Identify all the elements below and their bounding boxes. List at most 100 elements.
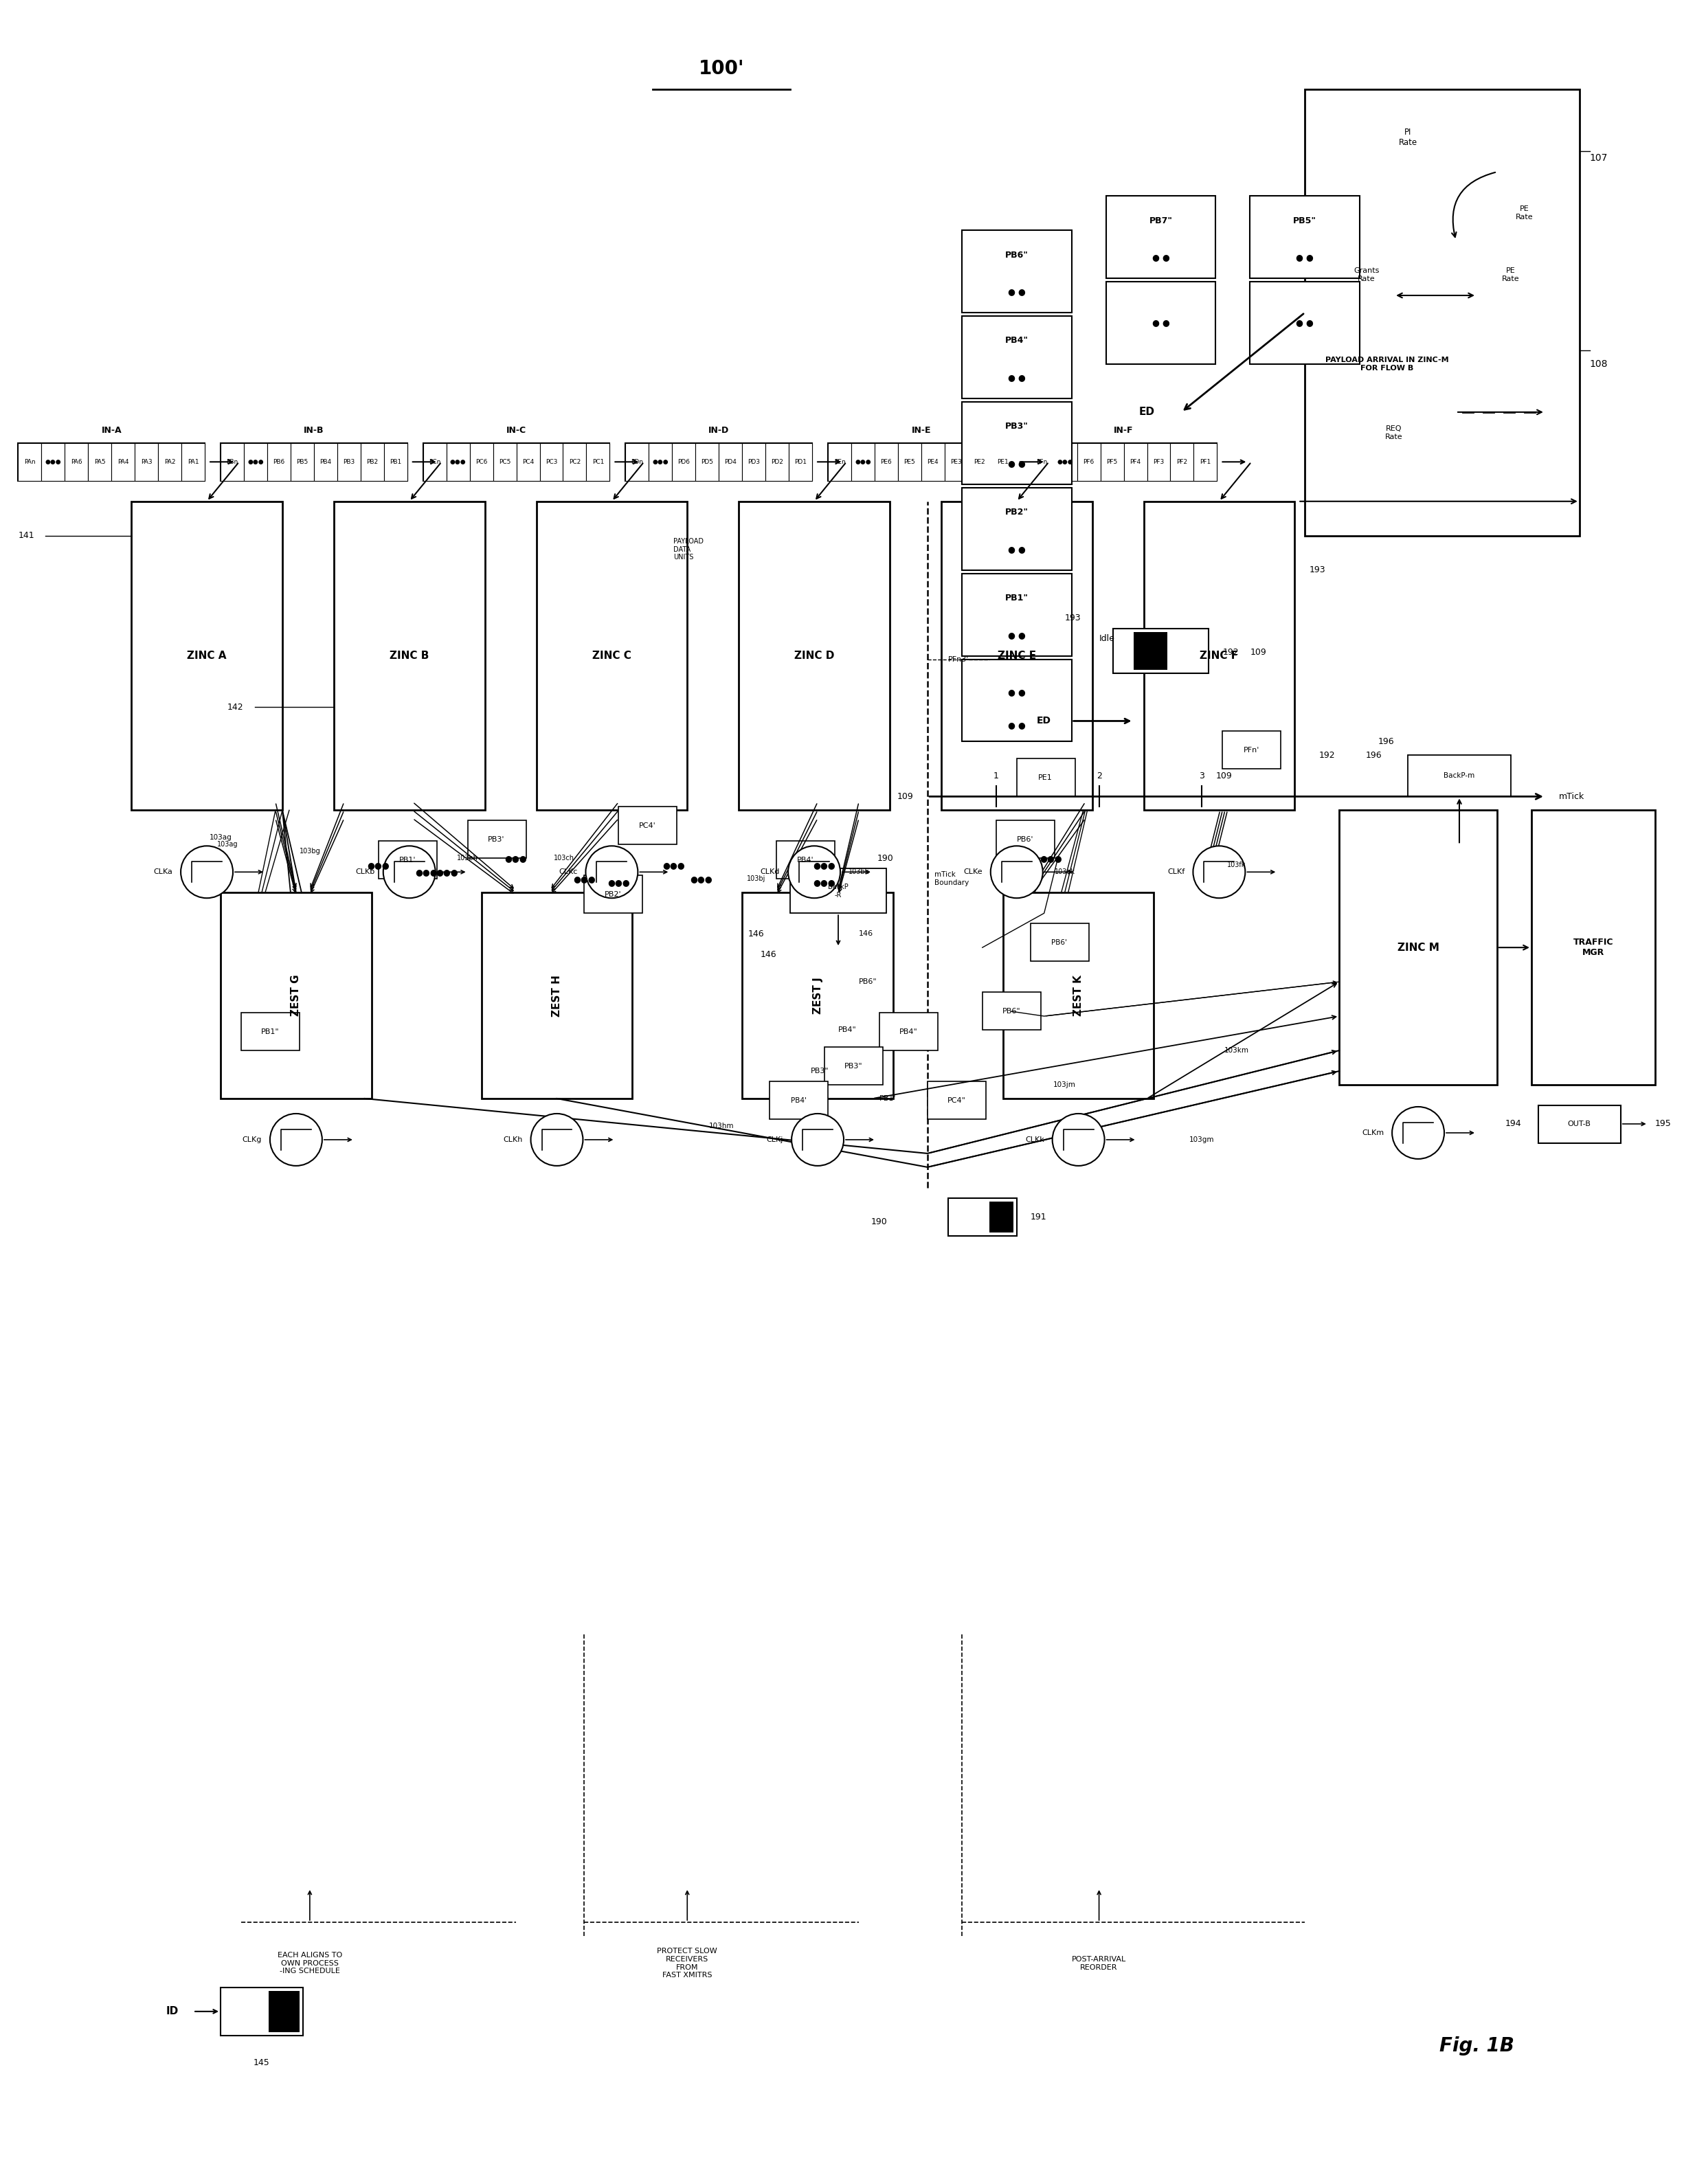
Text: PB4": PB4" [839, 1026, 856, 1033]
Bar [586, 443, 610, 480]
Circle shape [1392, 1107, 1444, 1160]
Text: 193: 193 [1309, 566, 1325, 574]
Text: PB7": PB7" [1149, 216, 1173, 225]
Text: PB3": PB3" [810, 1068, 829, 1075]
Text: PA4: PA4 [117, 459, 129, 465]
Text: 2: 2 [1097, 771, 1102, 780]
Bar [827, 443, 1015, 480]
Text: ZINC E: ZINC E [997, 651, 1036, 662]
Text: 103bh: 103bh [458, 854, 478, 863]
Bar [941, 502, 1092, 810]
Text: CLKj: CLKj [766, 1136, 783, 1142]
Bar [1076, 443, 1100, 480]
Bar [927, 1081, 986, 1118]
Text: PB4: PB4 [320, 459, 332, 465]
Text: ●●●: ●●● [653, 459, 668, 465]
Text: ●●●: ●●● [573, 874, 595, 882]
Bar [88, 443, 112, 480]
Bar [424, 443, 446, 480]
Text: PCn: PCn [429, 459, 441, 465]
Bar [446, 443, 470, 480]
Text: 146: 146 [761, 950, 776, 959]
Text: 196: 196 [1366, 751, 1381, 760]
Text: PB5: PB5 [297, 459, 308, 465]
Bar [968, 443, 992, 480]
Text: 191: 191 [1031, 1212, 1046, 1221]
Text: CLKb: CLKb [356, 869, 375, 876]
Bar [220, 443, 244, 480]
Text: TRAFFIC
MGR: TRAFFIC MGR [1573, 937, 1614, 957]
Text: Fig. 1B: Fig. 1B [1439, 2035, 1514, 2055]
Bar [997, 821, 1054, 858]
Text: PF6: PF6 [1083, 459, 1095, 465]
Text: ● ●: ● ● [1009, 373, 1025, 382]
Text: 141: 141 [19, 531, 34, 539]
Text: ● ●: ● ● [1009, 721, 1025, 729]
Text: IN-D: IN-D [709, 426, 729, 435]
Text: ZEST H: ZEST H [551, 974, 563, 1016]
Bar [824, 1046, 883, 1085]
Bar [220, 443, 407, 480]
Bar [695, 443, 719, 480]
Text: PB2': PB2' [605, 891, 622, 898]
Bar [517, 443, 539, 480]
Text: PB4": PB4" [898, 1029, 917, 1035]
Circle shape [383, 845, 436, 898]
Bar [739, 502, 890, 810]
Text: ●●●: ●●● [814, 860, 836, 869]
Text: IN-F: IN-F [1114, 426, 1134, 435]
Text: ● ●: ● ● [1009, 546, 1025, 555]
Text: PB4": PB4" [1005, 336, 1029, 345]
Text: ● ●: ● ● [1009, 288, 1025, 297]
Text: ● ●: ● ● [1153, 319, 1170, 328]
Text: PE1: PE1 [1039, 775, 1053, 782]
Bar [585, 876, 642, 913]
Bar [1031, 443, 1054, 480]
Text: 145: 145 [254, 2060, 270, 2068]
Text: CLKd: CLKd [761, 869, 780, 876]
Text: PB2": PB2" [1005, 509, 1029, 518]
Bar [851, 443, 875, 480]
Bar [1409, 756, 1510, 797]
Text: PF2: PF2 [1176, 459, 1188, 465]
Text: ●●●: ●●● [854, 459, 871, 465]
Bar [790, 869, 886, 913]
Bar [136, 443, 158, 480]
Bar [961, 317, 1071, 397]
Text: CLKk: CLKk [1025, 1136, 1044, 1142]
Bar [19, 443, 205, 480]
Text: PF5: PF5 [1107, 459, 1117, 465]
Bar [131, 502, 283, 810]
Text: PF1: PF1 [1200, 459, 1210, 465]
Text: PE
Rate: PE Rate [1502, 266, 1520, 282]
Text: PE3: PE3 [951, 459, 963, 465]
Bar [539, 443, 563, 480]
Text: PB2: PB2 [366, 459, 378, 465]
Text: Grants
Rate: Grants Rate [1354, 266, 1380, 282]
Text: 103ag: 103ag [217, 841, 237, 847]
Bar [1148, 443, 1171, 480]
Bar [1100, 443, 1124, 480]
Text: PB1': PB1' [398, 856, 415, 865]
Bar [1031, 443, 1217, 480]
Text: PD3: PD3 [747, 459, 759, 465]
Text: PC2: PC2 [570, 459, 581, 465]
Text: BackP-m: BackP-m [1444, 773, 1475, 780]
Text: PA2: PA2 [164, 459, 176, 465]
Bar [1249, 282, 1359, 365]
Text: PFn3': PFn3' [948, 655, 970, 662]
Text: 109: 109 [1215, 771, 1232, 780]
Text: ● ●: ● ● [1009, 688, 1025, 697]
Text: EACH ALIGNS TO
OWN PROCESS
-ING SCHEDULE: EACH ALIGNS TO OWN PROCESS -ING SCHEDULE [278, 1952, 342, 1974]
Bar [290, 443, 314, 480]
Text: 193: 193 [1064, 614, 1081, 622]
Bar [424, 443, 610, 480]
Text: 107: 107 [1590, 153, 1609, 164]
Text: ● ●: ● ● [1297, 253, 1314, 262]
Text: ●●●: ●●● [1058, 459, 1073, 465]
Bar [880, 1013, 937, 1051]
Text: 196: 196 [1378, 738, 1393, 747]
Text: PC3: PC3 [546, 459, 558, 465]
Text: 103ek: 103ek [1054, 869, 1075, 876]
Text: ZEST K: ZEST K [1073, 974, 1083, 1016]
